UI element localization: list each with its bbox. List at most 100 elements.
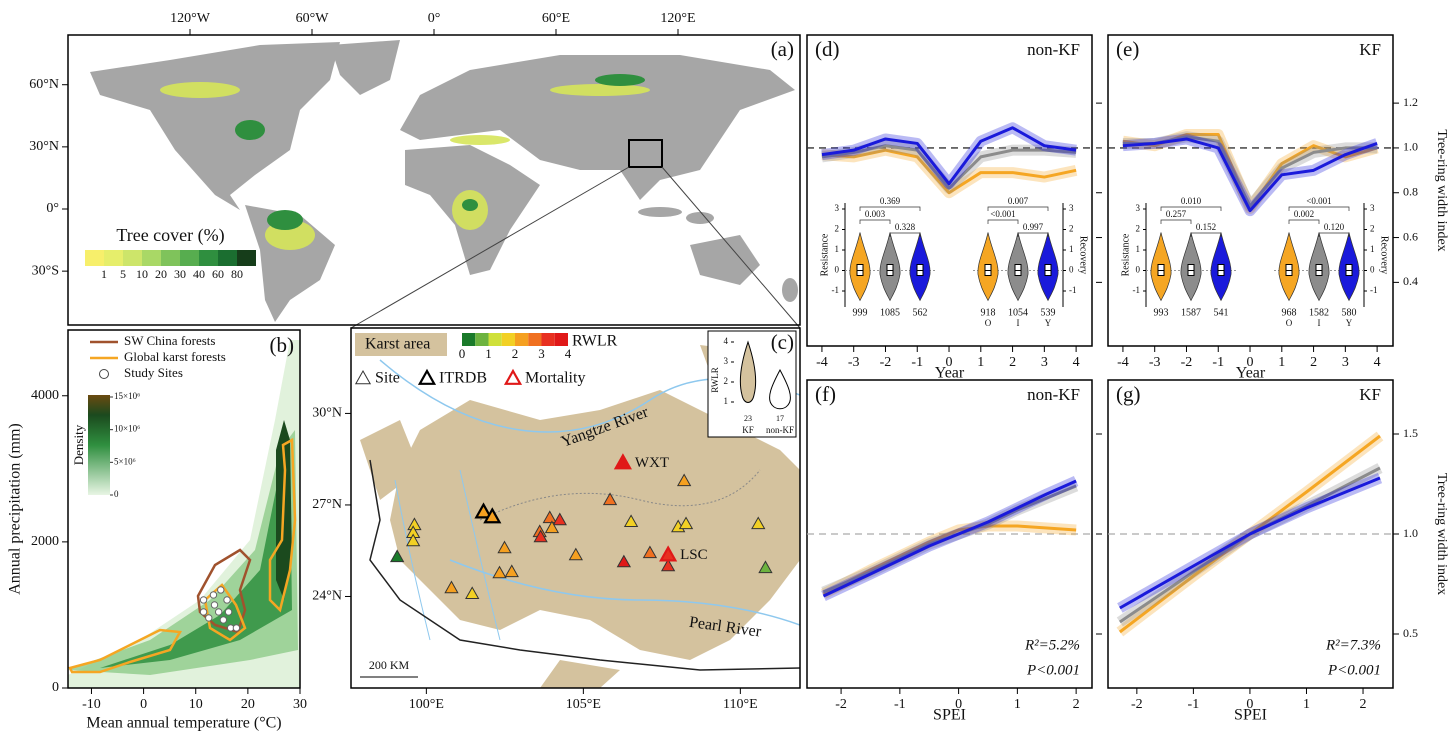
y-tick-label: 24°N [312, 589, 342, 604]
study-site [219, 616, 228, 624]
inset-tick-label: 2 [835, 224, 840, 234]
y-axis-title: Tree-ring width index [1434, 129, 1449, 251]
scale-bar-label: 200 KM [369, 658, 410, 672]
legend-swatch [123, 250, 142, 266]
bracket [859, 206, 921, 211]
x-tick-label: 100°E [409, 697, 444, 712]
panel-label: (d) [815, 37, 840, 61]
inset-ylabel: Recovery [1078, 236, 1089, 274]
inset-ylabel: Resistance [819, 233, 830, 276]
legend-tick-label: 10 [136, 267, 148, 281]
legend-marker [99, 369, 109, 379]
inset-group: Y [1045, 318, 1052, 328]
bracket [889, 232, 921, 237]
legend-tick-label: 1 [101, 267, 107, 281]
panel-frame [67, 329, 301, 689]
panel-label: (b) [270, 333, 295, 357]
x-tick-label: -2 [880, 355, 892, 370]
inset-group: Y [1346, 318, 1353, 328]
site-marker [504, 564, 519, 578]
inset-tick-label: 2 [1069, 224, 1074, 234]
x-tick-label: -1 [1188, 697, 1200, 712]
x-tick-label: 120°E [660, 11, 695, 26]
y-tick-label: 1.2 [1403, 95, 1418, 109]
site-marker [390, 549, 405, 563]
legend-swatch [85, 250, 104, 266]
colorbar-swatch [501, 333, 515, 346]
inset-tick-label: -1 [1069, 285, 1077, 295]
inset-category: non-KF [766, 425, 794, 435]
site-marker [660, 558, 676, 572]
series-line [1119, 476, 1381, 610]
inset-tick-label: 2 [1370, 224, 1375, 234]
y-tick-label: 30°N [29, 139, 59, 154]
zoom-box [628, 139, 663, 168]
inset-tick-label: 0 [1136, 265, 1141, 275]
legend-marker [354, 369, 372, 385]
colorbar-tick-label: 0 [114, 489, 119, 499]
annotation: R²=5.2% [1024, 637, 1080, 653]
annotation: P<0.001 [1327, 662, 1381, 678]
panel-frame [1107, 34, 1394, 347]
x-tick-label: 0 [140, 697, 147, 712]
confidence-band [1117, 472, 1383, 613]
x-axis-title: Mean annual temperature (°C) [86, 715, 281, 732]
x-tick-label: -1 [911, 355, 923, 370]
legend-label: Study Sites [124, 365, 183, 380]
x-axis-title: Year [1236, 365, 1266, 382]
x-tick-label: 2 [1310, 355, 1317, 370]
panel-title: KF [1359, 385, 1381, 404]
area-label: Karst area [365, 336, 430, 353]
inset-n: 999 [853, 307, 868, 318]
x-axis-title: Year [935, 365, 965, 382]
site-marker [533, 529, 548, 543]
bracket [1190, 232, 1222, 237]
x-tick-label: 1 [1278, 355, 1285, 370]
study-site [205, 614, 213, 622]
colorbar-title: Density [71, 424, 86, 465]
site-marker [659, 545, 678, 562]
site-marker [758, 560, 773, 574]
x-tick-label: 1 [1014, 697, 1021, 712]
site-marker [444, 580, 459, 594]
violin [739, 340, 757, 403]
legend-swatch [142, 250, 161, 266]
site-marker [406, 533, 421, 547]
colorbar-tick-label: 4 [565, 346, 572, 361]
inset-n: 541 [1214, 307, 1229, 318]
y-axis-title: Tree-ring width index [1434, 473, 1449, 595]
x-tick-label: 4 [1374, 355, 1381, 370]
y-tick-label: 0.4 [1403, 274, 1418, 288]
karst-legend-swatch [355, 333, 447, 356]
bracket [1288, 206, 1350, 211]
p-value: <0.001 [1306, 196, 1331, 206]
inset-tick-label: 0 [835, 265, 840, 275]
colorbar-tick-label: 5×10⁶ [114, 456, 136, 466]
panel-label: (c) [771, 330, 794, 354]
x-tick-label: -4 [1117, 355, 1129, 370]
colorbar-tick-label: 10×10⁶ [114, 424, 140, 434]
x-tick-label: 2 [1009, 355, 1016, 370]
p-value: 0.369 [880, 196, 901, 206]
x-tick-label: -2 [835, 697, 847, 712]
y-tick-label: 4000 [31, 388, 59, 403]
site-marker [616, 554, 632, 568]
series-line [1122, 137, 1378, 213]
y-tick-label: 0.6 [1403, 229, 1418, 243]
inset-group: I [1318, 318, 1321, 328]
x-tick-label: -2 [1181, 355, 1193, 370]
inset-tick-label: 4 [724, 336, 729, 346]
legend-tick-label: 60 [212, 267, 224, 281]
inset-tick-label: 3 [1136, 203, 1141, 213]
world-map [90, 40, 798, 322]
x-tick-label: 1 [977, 355, 984, 370]
inset-tick-label: 3 [1370, 203, 1375, 213]
colorbar-tick-label: 0 [459, 346, 466, 361]
colorbar-swatch [554, 333, 568, 346]
x-tick-label: 0° [428, 11, 441, 26]
bracket [987, 206, 1049, 211]
x-axis-title: SPEI [1234, 707, 1267, 724]
inset-tick-label: 2 [724, 376, 729, 386]
legend-tick-label: 30 [174, 267, 186, 281]
series-line [821, 126, 1077, 186]
